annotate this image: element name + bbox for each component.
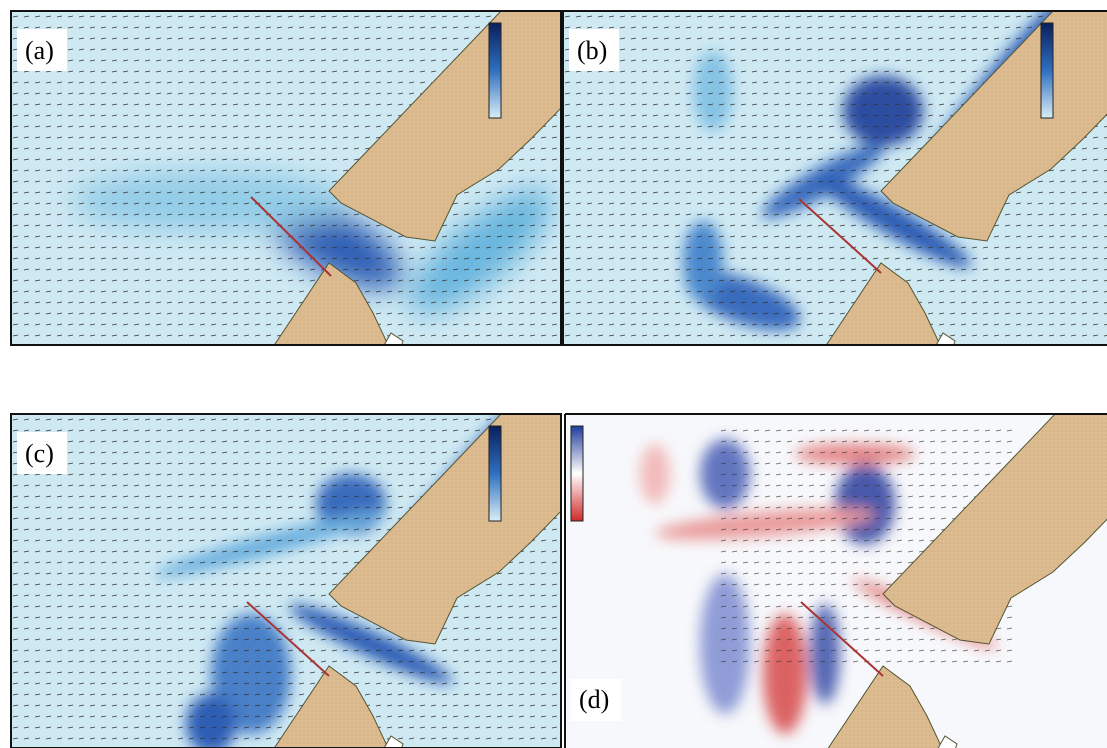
panel-label: (c) xyxy=(25,439,54,468)
panel-b: (b) xyxy=(563,0,1107,347)
figure: (a) (b) xyxy=(0,0,1107,748)
panel-label: (d) xyxy=(579,685,609,714)
panel-d: (d) xyxy=(565,414,1107,748)
panel-c: (c) xyxy=(11,395,563,748)
panel-a: (a) xyxy=(11,11,569,347)
panel-label: (a) xyxy=(25,36,54,65)
panel-label: (b) xyxy=(577,36,607,65)
